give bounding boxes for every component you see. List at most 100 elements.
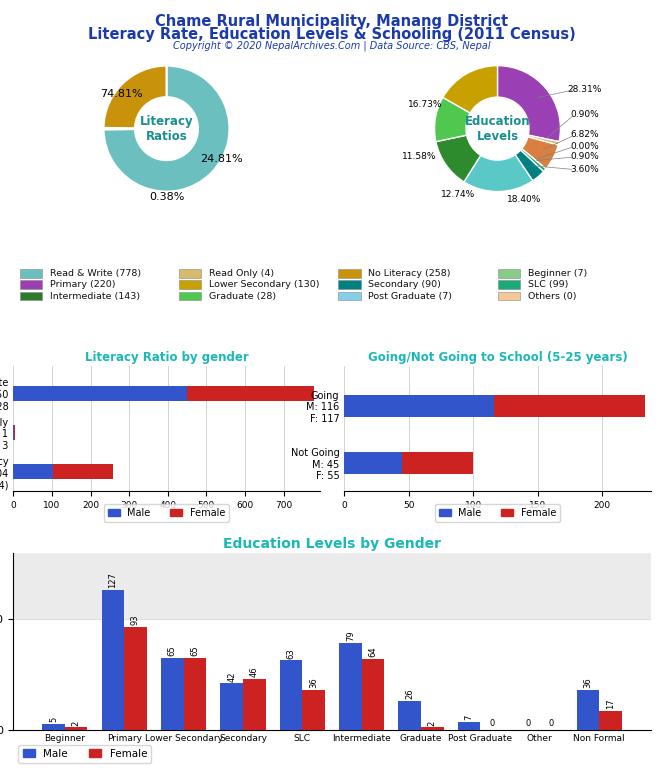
Wedge shape	[497, 65, 560, 141]
Wedge shape	[522, 149, 546, 169]
Text: 65: 65	[191, 646, 199, 657]
Bar	[280, 660, 302, 730]
Text: Lower Secondary (130): Lower Secondary (130)	[209, 280, 319, 290]
Bar	[498, 280, 520, 289]
Text: 46: 46	[250, 667, 259, 677]
Text: 0.38%: 0.38%	[149, 192, 184, 202]
Wedge shape	[436, 135, 481, 182]
Bar	[179, 280, 201, 289]
Text: 5: 5	[49, 717, 58, 723]
Text: 36: 36	[309, 677, 318, 688]
Text: Education
Levels: Education Levels	[465, 114, 531, 143]
Bar	[458, 722, 481, 730]
Wedge shape	[464, 154, 533, 191]
Bar	[339, 292, 361, 300]
Wedge shape	[528, 135, 559, 145]
Text: 2: 2	[428, 720, 437, 726]
Bar	[498, 269, 520, 277]
Text: Secondary (90): Secondary (90)	[369, 280, 441, 290]
Bar	[339, 280, 361, 289]
Bar	[362, 659, 384, 730]
Text: 65: 65	[168, 646, 177, 657]
Bar	[179, 292, 201, 300]
Bar	[20, 280, 42, 289]
Text: Copyright © 2020 NepalArchives.Com | Data Source: CBS, Nepal: Copyright © 2020 NepalArchives.Com | Dat…	[173, 41, 491, 51]
Bar	[599, 711, 622, 730]
Text: Read Only (4): Read Only (4)	[209, 269, 274, 278]
Text: SLC (99): SLC (99)	[528, 280, 568, 290]
Bar	[42, 724, 65, 730]
Bar	[65, 727, 88, 730]
Bar	[339, 643, 362, 730]
Wedge shape	[443, 65, 497, 113]
Text: 3.60%: 3.60%	[570, 165, 599, 174]
Text: 74.81%: 74.81%	[100, 89, 143, 99]
Bar	[243, 679, 266, 730]
Legend: Male, Female: Male, Female	[435, 504, 560, 522]
Text: Primary (220): Primary (220)	[50, 280, 115, 290]
Text: 6.82%: 6.82%	[570, 131, 599, 140]
Wedge shape	[515, 150, 544, 180]
Text: No Literacy (258): No Literacy (258)	[369, 269, 451, 278]
Text: Graduate (28): Graduate (28)	[209, 292, 276, 300]
Text: 36: 36	[584, 677, 592, 688]
Text: 0: 0	[548, 719, 554, 728]
Bar	[344, 452, 402, 474]
Text: 79: 79	[346, 631, 355, 641]
Bar	[20, 292, 42, 300]
Bar	[421, 727, 444, 730]
Text: Literacy
Ratios: Literacy Ratios	[139, 114, 193, 143]
Bar	[13, 465, 53, 479]
Text: 26: 26	[405, 689, 414, 700]
Text: Beginner (7): Beginner (7)	[528, 269, 587, 278]
Text: 7: 7	[465, 715, 473, 720]
Text: 63: 63	[287, 647, 295, 658]
Bar	[161, 658, 183, 730]
Text: 17: 17	[606, 699, 615, 709]
Text: Others (0): Others (0)	[528, 292, 576, 300]
Text: 64: 64	[369, 647, 377, 657]
Wedge shape	[434, 98, 470, 141]
Text: 0.90%: 0.90%	[570, 110, 599, 118]
Wedge shape	[104, 65, 230, 191]
Bar	[124, 627, 147, 730]
Legend: Male, Female: Male, Female	[104, 504, 229, 522]
Bar	[498, 292, 520, 300]
Bar	[13, 386, 187, 401]
Text: Chame Rural Municipality, Manang District: Chame Rural Municipality, Manang Distric…	[155, 14, 509, 29]
Text: 42: 42	[227, 671, 236, 682]
Text: 18.40%: 18.40%	[507, 194, 541, 204]
Bar	[187, 386, 313, 401]
Bar	[20, 269, 42, 277]
Bar	[494, 395, 645, 416]
Bar	[183, 658, 206, 730]
Bar	[344, 395, 494, 416]
Text: 0: 0	[489, 719, 494, 728]
Text: 12.74%: 12.74%	[442, 190, 475, 199]
Bar	[398, 701, 421, 730]
Text: Post Graduate (7): Post Graduate (7)	[369, 292, 452, 300]
Text: 2: 2	[72, 720, 80, 726]
Bar	[102, 590, 124, 730]
Bar	[302, 690, 325, 730]
Bar	[14, 425, 15, 440]
Text: Read & Write (778): Read & Write (778)	[50, 269, 141, 278]
Wedge shape	[104, 65, 167, 128]
Text: 11.58%: 11.58%	[402, 153, 436, 161]
Text: Literacy Rate, Education Levels & Schooling (2011 Census): Literacy Rate, Education Levels & School…	[88, 27, 576, 42]
Title: Going/Not Going to School (5-25 years): Going/Not Going to School (5-25 years)	[368, 352, 627, 364]
Legend: Male, Female: Male, Female	[19, 745, 151, 763]
Text: 93: 93	[131, 615, 140, 625]
Bar	[339, 269, 361, 277]
Bar	[53, 465, 113, 479]
Bar	[220, 684, 243, 730]
Wedge shape	[104, 128, 135, 129]
Bar	[402, 452, 473, 474]
Title: Education Levels by Gender: Education Levels by Gender	[223, 537, 441, 551]
Wedge shape	[521, 149, 546, 171]
Text: 28.31%: 28.31%	[567, 85, 602, 94]
Title: Literacy Ratio by gender: Literacy Ratio by gender	[84, 352, 248, 364]
Bar	[576, 690, 599, 730]
Text: 0: 0	[526, 719, 531, 728]
Bar	[13, 553, 651, 620]
